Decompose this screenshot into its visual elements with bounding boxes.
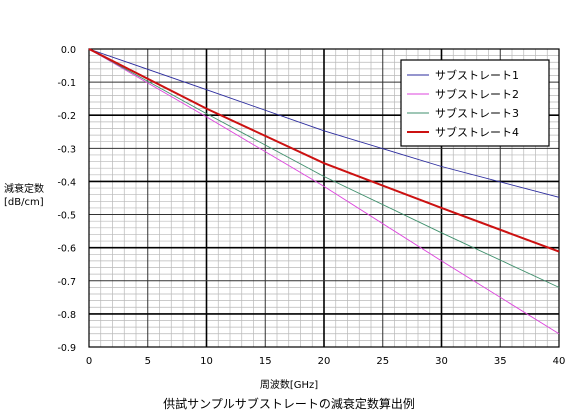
y-tick-label: -0.2 (57, 111, 76, 122)
x-tick-label: 30 (435, 356, 448, 367)
x-tick-label: 40 (553, 356, 566, 367)
series-line-3 (88, 48, 560, 288)
y-tick-label: -0.5 (57, 211, 76, 222)
x-axis-label: 周波数[GHz] (259, 380, 319, 391)
y-tick-label: -0.7 (57, 277, 76, 288)
x-tick-label: 25 (376, 356, 389, 367)
y-tick-label: -0.3 (57, 144, 76, 155)
legend-label-1: サブストレート1 (435, 68, 519, 82)
legend-label-4: サブストレート4 (435, 125, 519, 139)
legend-label-2: サブストレート2 (435, 87, 519, 101)
y-tick-label: -0.9 (57, 343, 76, 354)
series-line-1 (88, 48, 560, 198)
y-tick-label: -0.8 (57, 310, 76, 321)
y-axis-label-unit: [dB/cm] (4, 197, 44, 208)
series-line-4 (88, 48, 560, 253)
y-tick-label: -0.6 (57, 244, 76, 255)
series-line-2 (88, 48, 560, 335)
x-tick-label: 15 (259, 356, 272, 367)
x-tick-label: 35 (494, 356, 507, 367)
y-tick-label: 0.0 (61, 45, 76, 56)
x-tick-label: 5 (145, 356, 151, 367)
y-axis-label: 減衰定数 [dB/cm] (4, 183, 44, 209)
y-tick-label: -0.4 (57, 177, 76, 188)
y-tick-label: -0.1 (57, 78, 76, 89)
figure-caption: 供試サンプルサブストレートの減衰定数算出例 (163, 397, 415, 411)
x-tick-label: 10 (200, 356, 213, 367)
x-tick-label: 0 (86, 356, 92, 367)
x-tick-label: 20 (318, 356, 331, 367)
legend-label-3: サブストレート3 (435, 106, 519, 120)
y-axis-label-line1: 減衰定数 (4, 184, 44, 195)
plot-frame (88, 48, 560, 348)
